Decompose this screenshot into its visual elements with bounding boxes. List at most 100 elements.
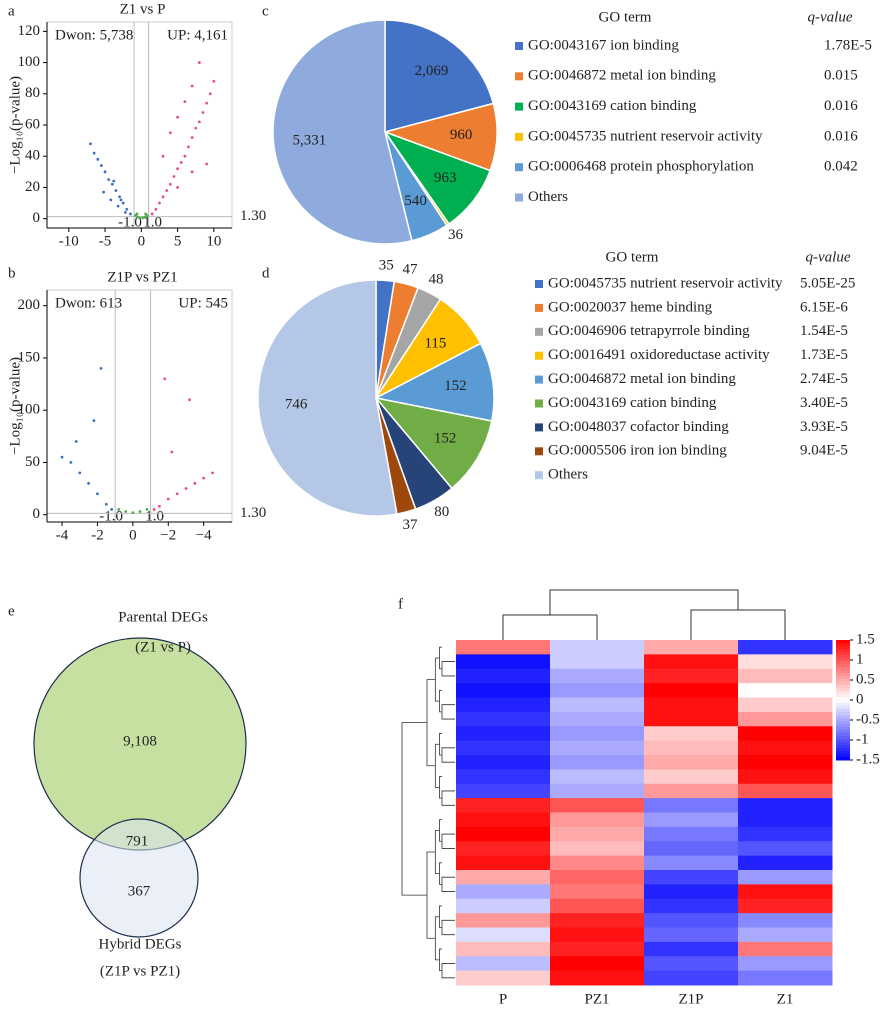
x-tick-label: -2 xyxy=(91,527,104,543)
slice-label: 5,331 xyxy=(293,133,327,149)
colorbar-label: 0 xyxy=(856,691,864,707)
colorbar-label: 0.5 xyxy=(856,671,875,687)
colorbar-segment xyxy=(836,691,850,695)
heatmap-cell xyxy=(644,654,739,670)
heatmap-cell xyxy=(550,927,645,943)
point xyxy=(109,198,113,202)
slice-label: 48 xyxy=(429,272,444,288)
q-value: 0.015 xyxy=(824,68,858,84)
legend-swatch xyxy=(535,327,543,336)
legend-label: GO:0043167 ion binding xyxy=(528,37,679,53)
legend-label: GO:0016491 oxidoreductase activity xyxy=(548,347,770,363)
colorbar-label: -1 xyxy=(856,731,869,747)
heatmap-cell xyxy=(644,683,739,698)
heatmap-cell xyxy=(644,841,739,857)
y-tick-label: 100 xyxy=(18,402,41,418)
point xyxy=(96,492,99,496)
colorbar-segment xyxy=(836,751,850,755)
heatmap-cell xyxy=(550,841,645,857)
heatmap-cell xyxy=(456,726,551,742)
legend-swatch xyxy=(535,399,543,408)
point xyxy=(112,179,116,183)
dendrogram-lines xyxy=(502,589,786,640)
legend-swatch xyxy=(535,447,543,456)
colorbar-label: 1.5 xyxy=(856,631,875,647)
x-tick-label: P xyxy=(499,991,507,1007)
heatmap-cell xyxy=(644,812,739,828)
point xyxy=(104,502,108,506)
pie-slice xyxy=(384,19,495,133)
colorbar-segment xyxy=(836,739,850,743)
heatmap-cell xyxy=(644,970,739,986)
pie-slice xyxy=(257,279,398,517)
heatmap-cell xyxy=(550,855,645,871)
set-label: Parental DEGs xyxy=(118,609,208,625)
annotation: UP: 545 xyxy=(178,295,228,311)
set-label: Hybrid DEGs xyxy=(99,936,182,952)
point xyxy=(136,215,140,219)
colorbar-segment xyxy=(836,661,850,665)
heatmap-cell xyxy=(644,898,739,914)
point xyxy=(125,207,129,211)
slice-label: 80 xyxy=(434,504,449,520)
chart-title: Z1P vs PZ1 xyxy=(107,269,177,285)
point xyxy=(176,186,179,189)
heatmap-cell xyxy=(456,640,551,655)
heatmap-cell xyxy=(644,726,739,742)
heatmap-cell xyxy=(644,755,739,770)
heatmap-cell xyxy=(550,755,645,770)
plot-frame xyxy=(46,21,233,229)
heatmap-cell xyxy=(456,941,551,957)
point xyxy=(92,151,96,155)
colorbar-segment xyxy=(836,673,850,677)
q-value: 3.40E-5 xyxy=(800,395,848,411)
heatmap-cell xyxy=(738,826,833,842)
heatmap-cell xyxy=(550,697,645,713)
heatmap-cell xyxy=(456,755,551,770)
legend-label: GO:0046872 metal ion binding xyxy=(528,68,716,84)
point xyxy=(194,126,198,130)
x-tick-label: 0 xyxy=(138,233,146,249)
colorbar-segment xyxy=(836,745,850,749)
point xyxy=(212,79,216,83)
colorbar-segment xyxy=(836,667,850,671)
legend-label: GO:0046906 tetrapyrrole binding xyxy=(548,323,750,339)
point xyxy=(152,508,156,511)
x-tick-label: 10 xyxy=(206,233,221,249)
y-tick-label: 0 xyxy=(33,210,41,226)
point xyxy=(129,212,132,216)
point xyxy=(110,508,114,511)
heatmap-cell xyxy=(456,826,551,842)
point xyxy=(184,487,188,490)
colorbar-segment xyxy=(836,754,850,758)
heatmap-cell xyxy=(644,855,739,871)
point xyxy=(96,157,100,161)
point xyxy=(114,189,118,192)
colorbar-segment xyxy=(836,742,850,746)
point xyxy=(170,450,174,454)
annotation: Dwon: 613 xyxy=(55,295,122,311)
heatmap-cell xyxy=(738,970,833,986)
row-dendrogram xyxy=(401,646,455,979)
point xyxy=(74,440,78,443)
point xyxy=(154,207,158,211)
colorbar-segment xyxy=(836,721,850,725)
point xyxy=(150,212,154,216)
heatmap-cell xyxy=(644,668,739,684)
heatmap-cell xyxy=(644,783,739,799)
point xyxy=(183,154,187,158)
colorbar-segment xyxy=(836,670,850,674)
heatmap-cell xyxy=(644,913,739,928)
point xyxy=(78,471,82,475)
q-value: 9.04E-5 xyxy=(800,443,848,459)
point xyxy=(110,182,114,186)
threshold-label: -1.0 xyxy=(118,214,142,230)
slice-label: 37 xyxy=(403,517,419,533)
annotation: UP: 4,161 xyxy=(167,27,228,43)
colorbar-segment xyxy=(836,730,850,734)
point xyxy=(202,476,206,480)
x-tick-label: Z1 xyxy=(777,991,794,1007)
heatmap-cell xyxy=(738,740,833,756)
q-value: 0.016 xyxy=(824,128,858,144)
